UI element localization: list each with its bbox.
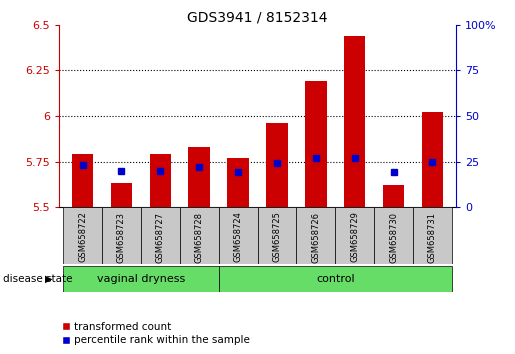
Bar [219,207,258,264]
Bar [344,36,365,207]
Bar [422,112,443,207]
Text: GSM658729: GSM658729 [350,212,359,263]
Bar [63,207,102,264]
Bar [296,207,335,264]
Text: GSM658730: GSM658730 [389,212,398,263]
Legend: transformed count, percentile rank within the sample: transformed count, percentile rank withi… [62,322,250,345]
Text: GSM658725: GSM658725 [272,212,281,263]
Text: ▶: ▶ [45,274,52,284]
Text: control: control [316,274,354,284]
Text: GSM658726: GSM658726 [311,212,320,263]
Text: GSM658728: GSM658728 [195,212,204,263]
Text: GSM658723: GSM658723 [117,212,126,263]
Text: GSM658727: GSM658727 [156,212,165,263]
Text: disease state: disease state [3,274,72,284]
Bar [188,147,210,207]
Bar [335,207,374,264]
Bar [413,207,452,264]
Bar [219,266,452,292]
Bar [72,154,93,207]
Bar [180,207,219,264]
Text: GSM658724: GSM658724 [234,212,243,263]
Bar [266,123,288,207]
Bar [141,207,180,264]
Bar [374,207,413,264]
Bar [258,207,296,264]
Text: GSM658722: GSM658722 [78,212,87,263]
Bar [383,185,404,207]
Bar [111,183,132,207]
Bar [305,81,327,207]
Bar [227,158,249,207]
Bar [63,266,219,292]
Text: vaginal dryness: vaginal dryness [97,274,185,284]
Bar [150,154,171,207]
Bar [102,207,141,264]
Text: GSM658731: GSM658731 [428,212,437,263]
Text: GDS3941 / 8152314: GDS3941 / 8152314 [187,11,328,25]
